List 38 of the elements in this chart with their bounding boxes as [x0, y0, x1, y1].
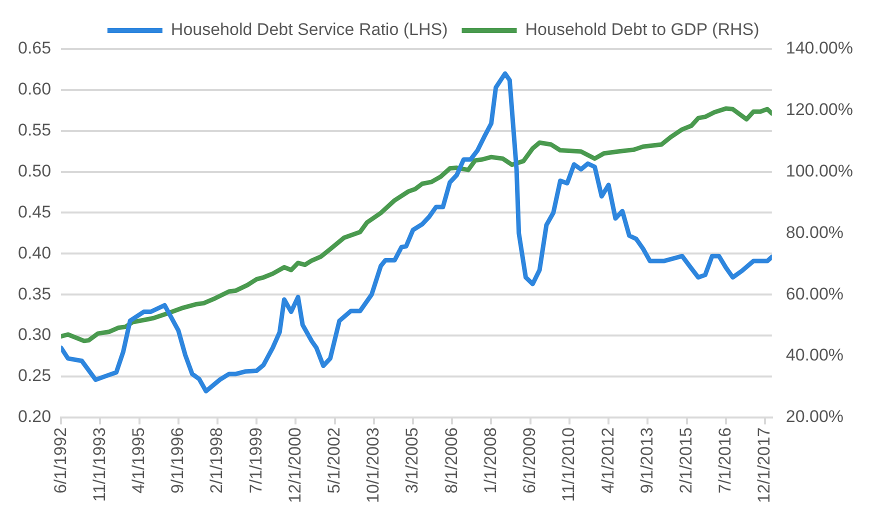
x-tick-label: 7/1/1999 [246, 427, 266, 494]
y2-tick-label: 40.00% [786, 346, 844, 365]
x-tick-label: 12/1/2000 [285, 427, 304, 504]
y-tick-label: 0.45 [18, 202, 52, 222]
x-tick-label: 2/1/1998 [207, 427, 226, 494]
y2-tick-label: 140.00% [786, 38, 854, 58]
x-tick-label: 7/1/2016 [716, 427, 735, 494]
y-tick-label: 0.35 [18, 284, 52, 304]
x-tick-label: 5/1/2002 [324, 427, 344, 494]
y2-tick-label: 80.00% [786, 222, 844, 242]
legend-label: Household Debt Service Ratio (LHS) [170, 20, 448, 40]
x-tick-label: 3/1/2005 [402, 427, 422, 494]
y2-tick-label: 100.00% [786, 161, 854, 180]
y-tick-label: 0.25 [18, 366, 52, 386]
y2-tick-label: 60.00% [786, 284, 844, 304]
y-tick-label: 0.50 [18, 161, 52, 180]
y-tick-label: 0.55 [18, 120, 52, 140]
x-tick-label: 6/1/2009 [520, 427, 540, 494]
y-tick-label: 0.60 [18, 80, 52, 99]
x-tick-label: 4/1/1995 [128, 427, 148, 494]
x-tick-label: 8/1/2006 [442, 427, 461, 494]
x-tick-label: 10/1/2003 [364, 427, 383, 504]
x-tick-label: 9/1/1996 [168, 427, 188, 494]
y-tick-label: 0.20 [18, 407, 52, 426]
y-tick-label: 0.65 [18, 38, 52, 58]
x-tick-label: 11/1/1993 [90, 427, 109, 502]
x-tick-label: 12/1/2017 [754, 427, 774, 504]
y-tick-label: 0.40 [18, 243, 52, 262]
x-tick-label: 2/1/2015 [676, 427, 696, 494]
x-tick-label: 4/1/2012 [598, 427, 618, 494]
x-tick-label: 9/1/2013 [637, 427, 656, 494]
y2-tick-label: 120.00% [786, 100, 854, 120]
x-tick-label: 6/1/1992 [50, 427, 70, 494]
y-tick-label: 0.30 [18, 325, 52, 344]
y2-tick-label: 20.00% [786, 407, 844, 426]
legend-label: Household Debt to GDP (RHS) [525, 20, 760, 40]
x-tick-label: 1/1/2008 [480, 427, 500, 494]
x-tick-label: 11/1/2010 [559, 427, 578, 502]
